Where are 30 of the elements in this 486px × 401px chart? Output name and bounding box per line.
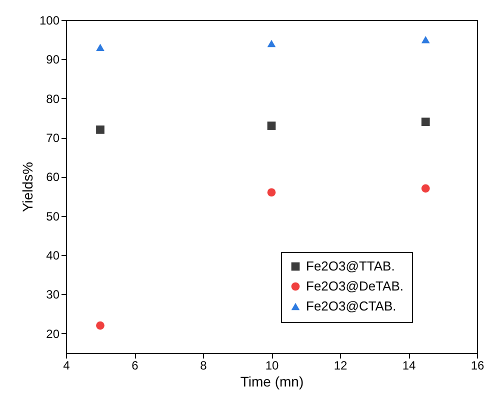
y-tick-label: 90: [46, 52, 60, 67]
x-tick-label: 10: [265, 358, 279, 372]
x-tick-label: 14: [402, 358, 416, 372]
legend-label: Fe2O3@CTAB.: [306, 298, 396, 314]
point: [421, 184, 430, 193]
y-tick-label: 80: [46, 92, 60, 106]
point: [96, 321, 104, 330]
y-tick-label: 70: [46, 131, 60, 146]
point: [96, 44, 104, 52]
point: [267, 188, 276, 197]
y-tick-label: 40: [46, 248, 60, 263]
legend-label: Fe2O3@DeTAB.: [306, 278, 404, 294]
x-tick-label: 16: [470, 358, 484, 372]
x-tick-label: 6: [132, 358, 139, 372]
point: [421, 36, 430, 44]
y-tick-label: 20: [46, 326, 60, 341]
point: [267, 40, 276, 48]
x-axis-title: Time (mn): [240, 374, 304, 390]
x-tick-label: 8: [200, 358, 208, 372]
point: [421, 118, 430, 126]
x-tick-label: 4: [63, 358, 70, 372]
y-tick-label: 30: [46, 288, 60, 302]
y-tick-label: 50: [46, 209, 60, 224]
y-tick-label: 100: [39, 14, 60, 28]
legend-label: Fe2O3@TTAB.: [306, 258, 395, 274]
point: [96, 126, 104, 134]
y-axis-title: Yields%: [19, 162, 36, 212]
x-tick-label: 12: [334, 358, 348, 372]
point: [267, 122, 276, 130]
y-tick-label: 60: [46, 170, 60, 184]
